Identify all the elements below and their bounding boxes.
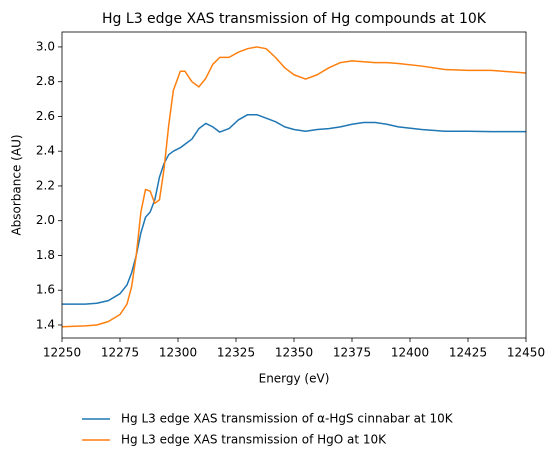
y-axis-label: Absorbance (AU) — [10, 134, 24, 235]
x-tick-label: 12375 — [333, 346, 371, 360]
y-tick-label: 2.2 — [36, 178, 55, 192]
x-tick-label: 12325 — [217, 346, 255, 360]
x-tick-label: 12275 — [101, 346, 139, 360]
y-tick-label: 2.0 — [36, 213, 55, 227]
y-tick-label: 2.6 — [36, 109, 55, 123]
y-tick-label: 2.8 — [36, 74, 55, 88]
y-tick-label: 2.4 — [36, 144, 55, 158]
x-tick-label: 12300 — [159, 346, 197, 360]
x-tick-label: 12425 — [449, 346, 487, 360]
plot-frame — [61, 31, 527, 339]
x-tick-label: 12350 — [275, 346, 313, 360]
series-line — [61, 46, 527, 328]
y-tick-label: 3.0 — [36, 39, 55, 53]
x-axis-label: Energy (eV) — [259, 372, 330, 386]
chart-title: Hg L3 edge XAS transmission of Hg compou… — [102, 11, 487, 27]
y-tick-label: 1.8 — [36, 248, 55, 262]
legend-label: Hg L3 edge XAS transmission of HgO at 10… — [121, 433, 387, 447]
y-tick-label: 1.4 — [36, 317, 55, 331]
x-tick-label: 12400 — [391, 346, 429, 360]
x-tick-label: 12450 — [507, 346, 545, 360]
x-tick-label: 12250 — [43, 346, 81, 360]
y-tick-label: 1.6 — [36, 283, 55, 297]
legend-label: Hg L3 edge XAS transmission of α-HgS cin… — [121, 412, 454, 426]
